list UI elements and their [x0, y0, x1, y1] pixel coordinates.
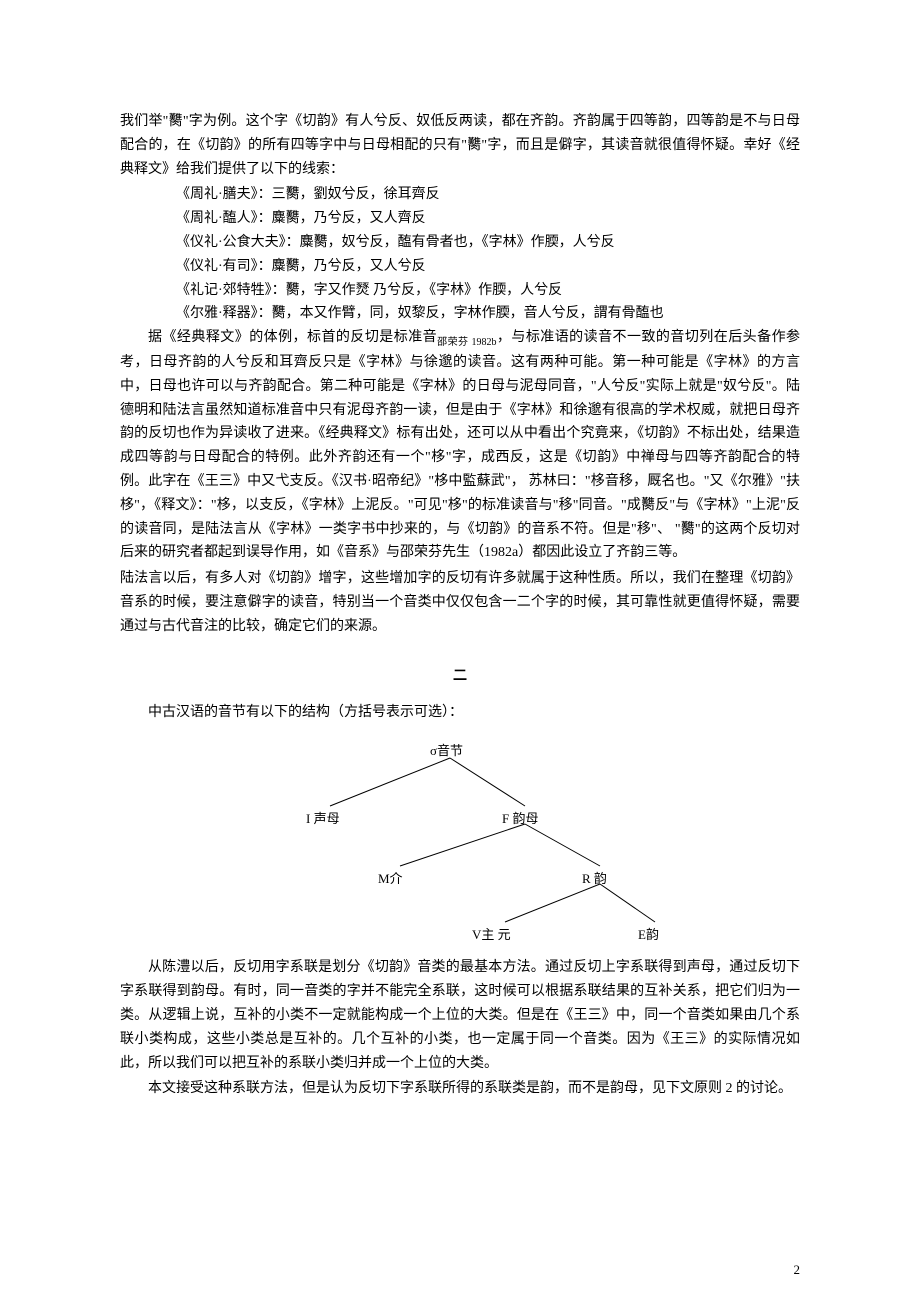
paragraph-6: 本文接受这种系联方法，但是认为反切下字系联所得的系联类是韵，而不是韵母，见下文原…	[120, 1077, 800, 1101]
tree-lines	[220, 738, 700, 938]
quote-line-6: 《尔雅·释器》：臡，本又作臂，同，奴黎反，字林作腝，音人兮反，謂有骨醢也	[120, 302, 800, 326]
tree-node-initial: I 声母	[306, 808, 340, 827]
tree-node-final: F 韵母	[502, 808, 538, 827]
quote-line-3: 《仪礼·公食大夫》：麋臡，奴兮反，醢有骨者也，《字林》作腝，人兮反	[120, 231, 800, 255]
paragraph-2a: 据《经典释文》的体例，标首的反切是标准音	[148, 330, 437, 345]
tree-node-medial: M介	[378, 868, 403, 887]
quote-line-5: 《礼记·郊特牲》：臡，字又作燹 乃兮反，《字林》作腝，人兮反	[120, 279, 800, 303]
paragraph-2: 据《经典释文》的体例，标首的反切是标准音邵荣芬 1982b，与标准语的读音不一致…	[120, 326, 800, 565]
paragraph-2b: ，与标准语的读音不一致的音切列在后头备作参考，日母齐韵的人兮反和耳齊反只是《字林…	[120, 330, 800, 560]
paragraph-5: 从陈澧以后，反切用字系联是划分《切韵》音类的最基本方法。通过反切上字系联得到声母…	[120, 956, 800, 1075]
paragraph-3: 陆法言以后，有多人对《切韵》增字，这些增加字的反切有许多就属于这种性质。所以，我…	[120, 567, 800, 638]
tree-node-rhyme: R 韵	[582, 868, 607, 887]
page-number: 2	[794, 1262, 801, 1278]
tree-node-nucleus: V主 元	[472, 924, 511, 943]
paragraph-4: 中古汉语的音节有以下的结构（方括号表示可选）：	[120, 701, 800, 725]
citation-subscript: 邵荣芬 1982b	[437, 337, 496, 348]
section-heading-2: 二	[120, 665, 800, 685]
quote-line-2: 《周礼·醢人》：麋臡，乃兮反，又人齊反	[120, 207, 800, 231]
quote-line-4: 《仪礼·有司》：麋臡，乃兮反，又人兮反	[120, 255, 800, 279]
tree-node-root: σ音节	[430, 740, 463, 759]
syllable-tree-diagram: σ音节 I 声母 F 韵母 M介 R 韵 V主 元 E韵	[220, 738, 700, 938]
paragraph-1: 我们举"臡"字为例。这个字《切韵》有人兮反、奴低反两读，都在齐韵。齐韵属于四等韵…	[120, 110, 800, 181]
tree-node-ending: E韵	[638, 924, 659, 943]
quote-line-1: 《周礼·膳夫》：三臡，劉奴兮反，徐耳齊反	[120, 183, 800, 207]
